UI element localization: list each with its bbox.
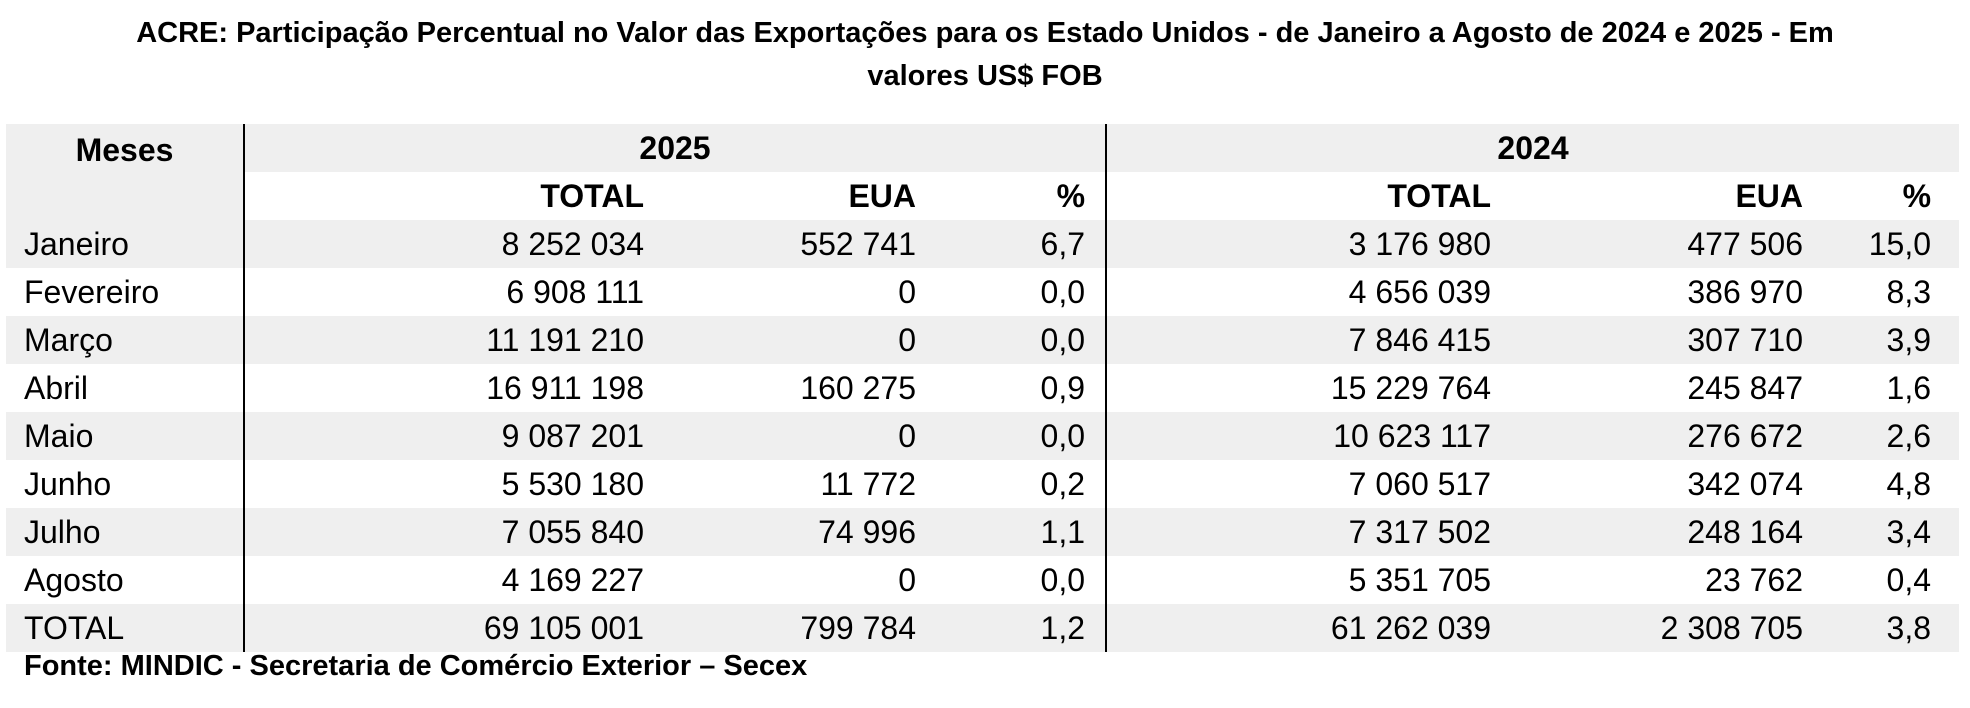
header-eua-2025: EUA bbox=[644, 172, 916, 220]
cell-pct-2025: 0,0 bbox=[916, 268, 1108, 316]
header-year-2024: 2024 bbox=[1106, 124, 1960, 172]
cell-total-2025: 5 530 180 bbox=[244, 460, 644, 508]
cell-total-2024: 61 262 039 bbox=[1106, 604, 1492, 652]
cell-eua-2025: 0 bbox=[644, 316, 916, 364]
header-year-2025: 2025 bbox=[244, 124, 1108, 172]
cell-pct-2025: 1,2 bbox=[916, 604, 1108, 652]
cell-total-2024: 5 351 705 bbox=[1106, 556, 1492, 604]
cell-eua-2024: 307 710 bbox=[1491, 316, 1804, 364]
cell-eua-2025: 0 bbox=[644, 268, 916, 316]
cell-month: Julho bbox=[6, 508, 245, 556]
header-eua-2024: EUA bbox=[1491, 172, 1804, 220]
table-row: Fevereiro 6 908 111 0 0,0 4 656 039 386 970 8,… bbox=[6, 268, 1960, 316]
header-row-years: Meses 2025 2024 bbox=[6, 124, 1960, 220]
header-row-columns: TOTAL EUA % TOTAL EUA % bbox=[6, 172, 1960, 220]
cell-total-2025: 11 191 210 bbox=[244, 316, 644, 364]
table-row: Junho 5 530 180 11 772 0,2 7 060 517 342 074 4… bbox=[6, 460, 1960, 508]
table-row: TOTAL 69 105 001 799 784 1,2 61 262 039 2 308… bbox=[6, 604, 1960, 652]
cell-pct-2024: 2,6 bbox=[1803, 412, 1960, 460]
cell-pct-2025: 0,0 bbox=[916, 556, 1108, 604]
cell-month: Abril bbox=[6, 364, 245, 412]
cell-total-2024: 4 656 039 bbox=[1106, 268, 1492, 316]
cell-month: Maio bbox=[6, 412, 245, 460]
cell-month: Agosto bbox=[6, 556, 245, 604]
cell-month: Fevereiro bbox=[6, 268, 245, 316]
cell-eua-2025: 160 275 bbox=[644, 364, 916, 412]
cell-eua-2024: 342 074 bbox=[1491, 460, 1804, 508]
table-row: Janeiro 8 252 034 552 741 6,7 3 176 980 477 5… bbox=[6, 220, 1960, 268]
header-total-2024: TOTAL bbox=[1106, 172, 1492, 220]
cell-total-2025: 9 087 201 bbox=[244, 412, 644, 460]
cell-pct-2025: 1,1 bbox=[916, 508, 1108, 556]
cell-pct-2025: 0,0 bbox=[916, 316, 1108, 364]
cell-total-2024: 15 229 764 bbox=[1106, 364, 1492, 412]
cell-total-2025: 69 105 001 bbox=[244, 604, 644, 652]
cell-eua-2025: 552 741 bbox=[644, 220, 916, 268]
cell-eua-2025: 11 772 bbox=[644, 460, 916, 508]
table-row: Abril 16 911 198 160 275 0,9 15 229 764 245 8… bbox=[6, 364, 1960, 412]
cell-eua-2024: 248 164 bbox=[1491, 508, 1804, 556]
cell-eua-2025: 0 bbox=[644, 412, 916, 460]
cell-eua-2024: 386 970 bbox=[1491, 268, 1804, 316]
cell-pct-2024: 15,0 bbox=[1803, 220, 1960, 268]
cell-total-2024: 10 623 117 bbox=[1106, 412, 1492, 460]
cell-pct-2024: 3,8 bbox=[1803, 604, 1960, 652]
cell-pct-2024: 4,8 bbox=[1803, 460, 1960, 508]
cell-pct-2024: 0,4 bbox=[1803, 556, 1960, 604]
cell-eua-2024: 2 308 705 bbox=[1491, 604, 1804, 652]
header-pct-2024: % bbox=[1803, 172, 1960, 220]
cell-pct-2025: 6,7 bbox=[916, 220, 1108, 268]
cell-total-2025: 4 169 227 bbox=[244, 556, 644, 604]
cell-pct-2025: 0,2 bbox=[916, 460, 1108, 508]
cell-month: Janeiro bbox=[6, 220, 245, 268]
cell-eua-2024: 23 762 bbox=[1491, 556, 1804, 604]
cell-pct-2025: 0,9 bbox=[916, 364, 1108, 412]
cell-month: Março bbox=[6, 316, 245, 364]
cell-eua-2025: 799 784 bbox=[644, 604, 916, 652]
title-line-2: valores US$ FOB bbox=[867, 60, 1103, 92]
title-line-1: ACRE: Participação Percentual no Valor d… bbox=[136, 17, 1834, 49]
cell-total-2024: 7 317 502 bbox=[1106, 508, 1492, 556]
table-title: ACRE: Participação Percentual no Valor d… bbox=[0, 12, 1970, 98]
cell-total-2025: 6 908 111 bbox=[244, 268, 644, 316]
table-row: Março 11 191 210 0 0,0 7 846 415 307 710 3,9 bbox=[6, 316, 1960, 364]
cell-eua-2024: 276 672 bbox=[1491, 412, 1804, 460]
cell-pct-2024: 3,9 bbox=[1803, 316, 1960, 364]
header-meses: Meses bbox=[6, 124, 245, 220]
cell-total-2024: 3 176 980 bbox=[1106, 220, 1492, 268]
cell-eua-2024: 245 847 bbox=[1491, 364, 1804, 412]
source-note: Fonte: MINDIC - Secretaria de Comércio E… bbox=[24, 650, 808, 682]
cell-pct-2025: 0,0 bbox=[916, 412, 1108, 460]
cell-month: Junho bbox=[6, 460, 245, 508]
cell-pct-2024: 1,6 bbox=[1803, 364, 1960, 412]
cell-total-2025: 16 911 198 bbox=[244, 364, 644, 412]
header-pct-2025: % bbox=[916, 172, 1108, 220]
cell-month: TOTAL bbox=[6, 604, 245, 652]
cell-total-2025: 8 252 034 bbox=[244, 220, 644, 268]
cell-eua-2025: 0 bbox=[644, 556, 916, 604]
table-body: Janeiro 8 252 034 552 741 6,7 3 176 980 477 5… bbox=[6, 220, 1960, 652]
cell-total-2025: 7 055 840 bbox=[244, 508, 644, 556]
cell-total-2024: 7 060 517 bbox=[1106, 460, 1492, 508]
table-row: Maio 9 087 201 0 0,0 10 623 117 276 672 2,6 bbox=[6, 412, 1960, 460]
cell-eua-2024: 477 506 bbox=[1491, 220, 1804, 268]
header-total-2025: TOTAL bbox=[244, 172, 644, 220]
exports-table: Meses 2025 2024 TOTAL EUA % TOTAL EUA % … bbox=[6, 124, 1960, 652]
table-row: Agosto 4 169 227 0 0,0 5 351 705 23 762 0,4 bbox=[6, 556, 1960, 604]
table-row: Julho 7 055 840 74 996 1,1 7 317 502 248 164 3… bbox=[6, 508, 1960, 556]
cell-total-2024: 7 846 415 bbox=[1106, 316, 1492, 364]
cell-eua-2025: 74 996 bbox=[644, 508, 916, 556]
cell-pct-2024: 3,4 bbox=[1803, 508, 1960, 556]
cell-pct-2024: 8,3 bbox=[1803, 268, 1960, 316]
